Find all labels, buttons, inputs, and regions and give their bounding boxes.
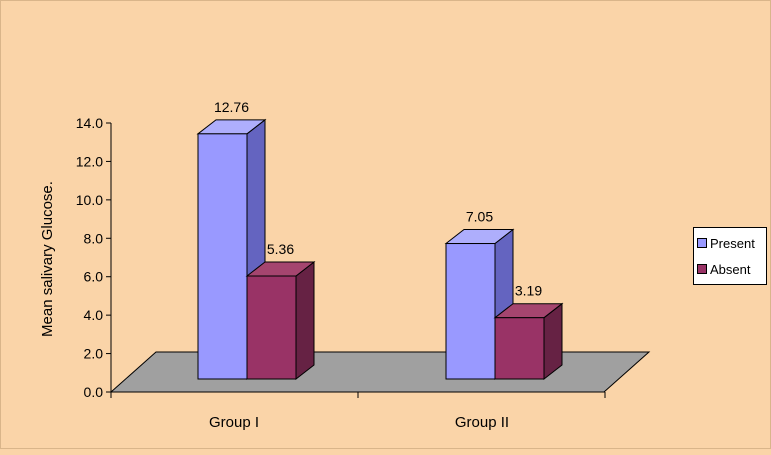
legend-label-present: Present <box>710 235 755 251</box>
x-category-label: Group I <box>209 414 259 431</box>
data-label: 7.05 <box>466 209 493 225</box>
bar <box>197 133 248 380</box>
x-category-label: Group II <box>455 414 509 431</box>
data-label: 3.19 <box>515 283 542 299</box>
bar <box>445 243 496 380</box>
legend-swatch-present <box>697 238 707 248</box>
legend: Present Absent <box>693 227 767 285</box>
y-tick-label: 6.0 <box>84 269 104 285</box>
y-tick-label: 10.0 <box>76 192 103 208</box>
bar <box>494 317 545 380</box>
y-tick-label: 8.0 <box>84 230 104 246</box>
bar <box>246 275 297 380</box>
legend-item-absent: Absent <box>694 257 766 281</box>
data-label: 5.36 <box>267 241 294 257</box>
legend-label-absent: Absent <box>710 261 751 277</box>
legend-item-present: Present <box>694 231 766 255</box>
y-tick-label: 14.0 <box>76 115 103 131</box>
y-tick-label: 12.0 <box>76 153 103 169</box>
data-label: 12.76 <box>214 99 249 115</box>
y-axis-title: Mean salivary Glucose. <box>39 181 56 337</box>
y-tick-label: 2.0 <box>84 346 104 362</box>
chart-floor <box>109 351 651 393</box>
legend-swatch-absent <box>697 264 707 274</box>
y-tick-label: 0.0 <box>84 384 104 400</box>
y-tick-label: 4.0 <box>84 307 104 323</box>
bar-side <box>295 260 315 381</box>
